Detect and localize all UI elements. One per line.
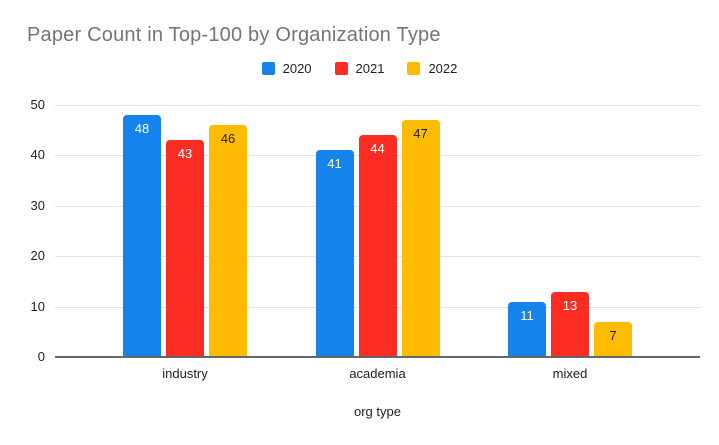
legend-swatch-icon xyxy=(407,62,421,75)
bar-group-mixed: 11 13 7 xyxy=(508,291,632,357)
bar-groups: 48 43 46 41 44 47 11 13 7 xyxy=(55,105,700,357)
legend-label: 2021 xyxy=(355,61,385,76)
y-tick-label-50: 50 xyxy=(30,97,45,112)
gridline-50 xyxy=(55,105,700,106)
x-axis-line xyxy=(55,356,700,358)
y-tick-label-0: 0 xyxy=(37,349,45,364)
legend-item-2022: 2022 xyxy=(407,61,457,76)
bar-mixed-2021: 13 xyxy=(551,291,589,357)
bar-academia-2020: 41 xyxy=(315,150,354,357)
bar-group-industry: 48 43 46 xyxy=(123,115,247,357)
bar-mixed-2022: 7 xyxy=(594,321,632,357)
legend-item-2021: 2021 xyxy=(334,61,385,76)
bar-academia-2022: 47 xyxy=(401,120,440,357)
bar-group-academia: 41 44 47 xyxy=(315,120,440,357)
legend-label: 2020 xyxy=(282,61,312,76)
bar-academia-2021: 44 xyxy=(358,135,397,357)
chart-title: Paper Count in Top-100 by Organization T… xyxy=(27,24,441,46)
y-tick-label-30: 30 xyxy=(30,197,45,213)
y-tick-label-10: 10 xyxy=(30,298,45,314)
bar-value-label: 11 xyxy=(520,307,534,323)
category-label-industry: industry xyxy=(162,366,208,381)
chart-legend: 2020 2021 2022 xyxy=(0,61,719,76)
category-label-academia: academia xyxy=(349,366,406,381)
x-axis-title: org type xyxy=(354,404,401,419)
bar-mixed-2020: 11 xyxy=(508,301,546,357)
bar-value-label: 43 xyxy=(177,146,193,162)
bar-value-label: 47 xyxy=(413,126,428,142)
legend-swatch-icon xyxy=(334,62,348,75)
bar-value-label: 46 xyxy=(220,131,236,147)
bar-value-label: 13 xyxy=(562,297,578,313)
bar-industry-2021: 43 xyxy=(166,140,204,357)
bar-value-label: 44 xyxy=(370,141,385,157)
bar-value-label: 7 xyxy=(609,327,617,343)
legend-swatch-icon xyxy=(261,62,275,75)
category-labels: industry academia mixed xyxy=(55,366,700,381)
bar-value-label: 48 xyxy=(134,121,150,137)
bar-value-label: 41 xyxy=(327,156,342,172)
y-tick-label-20: 20 xyxy=(30,248,45,264)
bar-industry-2022: 46 xyxy=(209,125,247,357)
y-tick-label-40: 40 xyxy=(30,147,45,163)
legend-item-2020: 2020 xyxy=(261,61,312,76)
category-label-mixed: mixed xyxy=(552,366,588,381)
bar-industry-2020: 48 xyxy=(123,115,161,357)
legend-label: 2022 xyxy=(428,61,458,76)
